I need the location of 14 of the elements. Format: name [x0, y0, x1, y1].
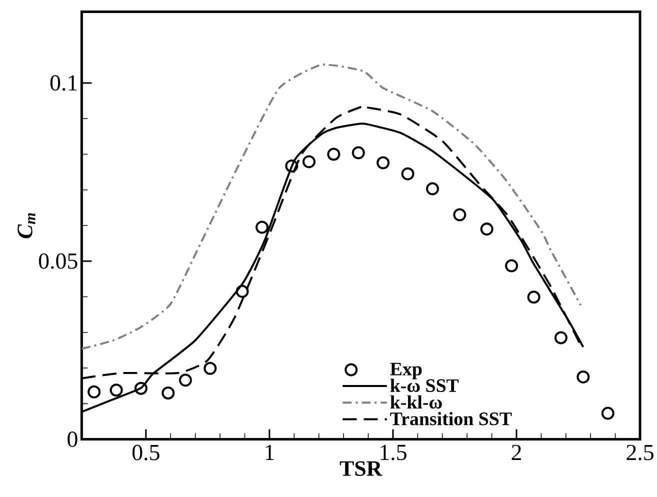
y-axis-title: C$_{m}$ [18, 213, 36, 238]
x-tick-label: 1.5 [380, 444, 406, 460]
y-tick-label: 0 [68, 432, 78, 448]
x-tick-label: 1 [266, 444, 274, 460]
x-tick-label: 2.5 [626, 444, 654, 460]
x-tick-label: 0.5 [132, 444, 160, 460]
legend-label: k-kl-ω [390, 395, 442, 409]
y-tick-label: 0.05 [38, 253, 78, 269]
legend-label: Exp [390, 362, 422, 380]
legend-label: Transition SST [390, 412, 512, 426]
x-axis-title: TSR [340, 461, 382, 476]
x-tick-label: 2 [512, 444, 521, 460]
y-tick-label: 0.1 [50, 75, 77, 91]
legend-label: k-ω SST [390, 378, 459, 392]
